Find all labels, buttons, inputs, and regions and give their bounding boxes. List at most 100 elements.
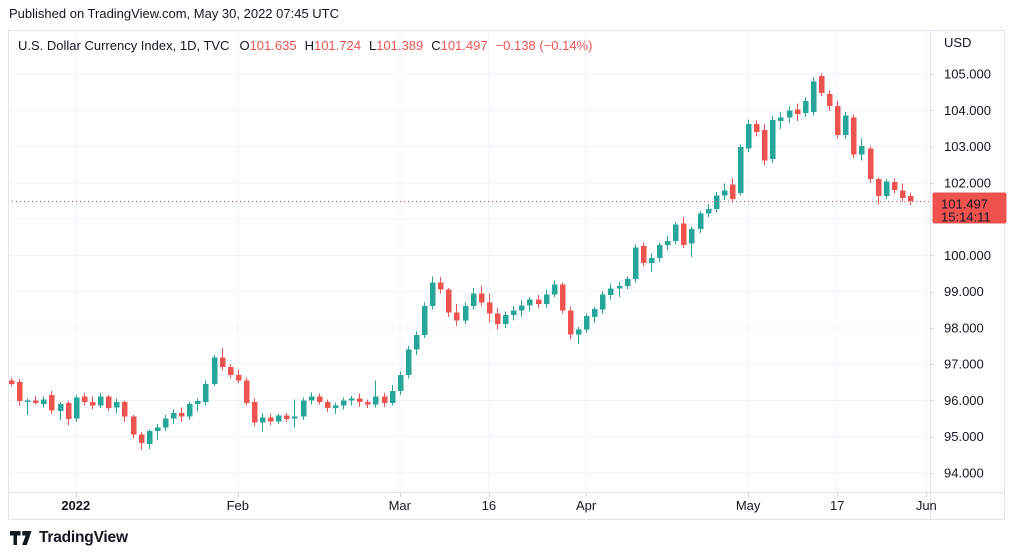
candle-body: [194, 400, 201, 404]
candle-body: [154, 427, 161, 432]
candle-body: [842, 115, 849, 135]
candle-body: [291, 416, 298, 419]
candle-body: [729, 184, 736, 200]
chart-plot-area[interactable]: [8, 30, 930, 492]
tradingview-logo-icon: [10, 530, 32, 546]
price-axis-label: 98.000: [944, 320, 984, 335]
candle-body: [462, 306, 469, 321]
candle-body: [348, 398, 355, 401]
chart-border: [8, 30, 1005, 520]
time-axis-label: Apr: [576, 498, 597, 513]
candle-body: [300, 400, 307, 417]
candle-body: [470, 293, 477, 306]
chart-frame: [8, 30, 1005, 520]
candle-body: [243, 380, 250, 403]
publish-info: Published on TradingView.com, May 30, 20…: [9, 6, 340, 21]
candle-body: [510, 310, 517, 316]
brand-footer[interactable]: TradingView: [10, 529, 128, 547]
candle-body: [356, 398, 363, 403]
gridlines: [8, 30, 930, 492]
candle-body: [324, 402, 331, 409]
candle-body: [1, 382, 7, 384]
candle-body: [688, 229, 695, 244]
candle-body: [259, 417, 266, 423]
candle-body: [648, 258, 655, 264]
candle-body: [429, 282, 436, 306]
price-axis-label: 102.000: [944, 175, 991, 190]
candle-body: [113, 402, 120, 408]
candle-body: [632, 247, 639, 279]
candle-body: [16, 382, 23, 401]
candle-body: [535, 299, 542, 305]
candle-body: [8, 380, 15, 384]
candle-body: [283, 415, 290, 420]
candle-body: [591, 308, 598, 317]
candle-body: [761, 130, 768, 161]
candle-body: [235, 374, 242, 381]
candle-body: [656, 245, 663, 259]
price-axis-label: 95.000: [944, 429, 984, 444]
candle-body: [769, 120, 776, 160]
candle-body: [40, 399, 47, 404]
candle-body: [567, 310, 574, 335]
candle-body: [818, 75, 825, 93]
candle-body: [494, 313, 501, 325]
candle-body: [672, 224, 679, 241]
time-axis[interactable]: [8, 493, 930, 520]
candle-body: [32, 400, 39, 404]
time-axis-label: Jun: [916, 498, 937, 513]
candle-body: [445, 289, 452, 313]
ohlc-close: C101.497: [431, 38, 488, 53]
ohlc-low: L101.389: [368, 38, 424, 53]
candlesticks: [1, 73, 914, 450]
candle-body: [810, 81, 817, 113]
price-axis-label: 105.000: [944, 67, 991, 82]
candle-body: [858, 145, 865, 155]
candle-body: [599, 294, 606, 310]
candle-body: [526, 299, 533, 306]
candle-body: [81, 396, 88, 403]
candle-body: [624, 278, 631, 287]
candle-body: [453, 312, 460, 321]
candle-body: [518, 305, 525, 311]
candle-body: [162, 418, 169, 428]
candle-body: [478, 293, 485, 303]
candle-body: [372, 396, 379, 405]
candle-body: [308, 396, 315, 401]
change-text: −0.138 (−0.14%): [495, 38, 593, 53]
candle-body: [875, 179, 882, 196]
price-axis-unit-label: USD: [944, 35, 971, 50]
price-axis-label: 104.000: [944, 103, 991, 118]
candle-body: [178, 412, 185, 417]
candle-body: [381, 396, 388, 404]
candle-body: [705, 208, 712, 214]
candle-body: [405, 349, 412, 375]
candle-body: [883, 181, 890, 196]
price-axis-label: 97.000: [944, 357, 984, 372]
candle-body: [502, 315, 509, 325]
candle-body: [332, 405, 339, 409]
price-axis-label: 103.000: [944, 139, 991, 154]
candle-body: [89, 402, 96, 406]
candle-body: [364, 402, 371, 405]
candle-body: [227, 366, 234, 375]
candle-body: [170, 412, 177, 419]
candle-body: [826, 93, 833, 106]
candle-body: [211, 357, 218, 384]
time-axis-label: Mar: [389, 498, 412, 513]
candle-body: [437, 282, 444, 290]
candle-body: [697, 213, 704, 230]
candle-body: [219, 357, 226, 367]
time-axis-label: 2022: [61, 498, 90, 513]
candle-body: [251, 402, 258, 423]
ohlc-open: O101.635: [239, 38, 297, 53]
candle-body: [316, 396, 323, 403]
chart-legend: U.S. Dollar Currency Index, 1D, TVC O101.…: [18, 38, 592, 53]
bar-countdown: 15:14:11: [941, 210, 991, 225]
time-axis-label: 17: [830, 498, 844, 513]
candle-body: [121, 402, 128, 417]
candle-body: [421, 306, 428, 335]
candle-body: [575, 329, 582, 335]
